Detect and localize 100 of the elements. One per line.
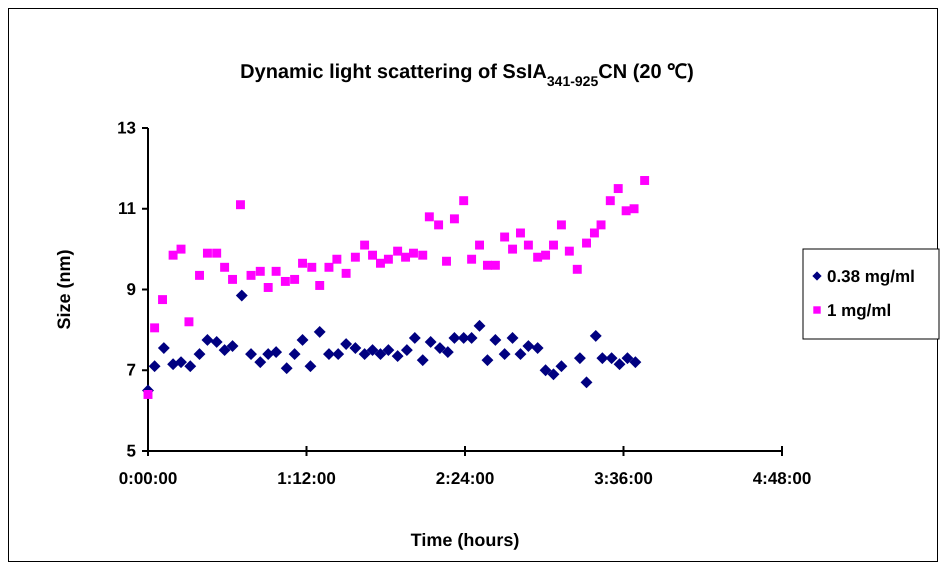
point	[315, 280, 324, 290]
point	[150, 323, 160, 332]
point	[376, 258, 385, 268]
point	[574, 352, 586, 364]
point	[508, 244, 518, 254]
point	[144, 390, 152, 399]
point	[548, 368, 560, 380]
point	[606, 196, 615, 206]
point	[304, 360, 316, 372]
point	[582, 238, 591, 248]
point	[434, 220, 444, 230]
point	[418, 250, 428, 260]
point	[459, 196, 468, 206]
y-tick-label: 7	[126, 360, 136, 380]
point	[342, 268, 351, 278]
point	[532, 342, 544, 354]
point	[489, 334, 502, 346]
point	[324, 262, 334, 272]
point	[280, 362, 293, 374]
point	[158, 342, 170, 354]
point	[296, 334, 308, 346]
point	[580, 376, 592, 388]
point	[382, 344, 394, 356]
point	[236, 200, 245, 210]
point	[236, 290, 248, 302]
point	[202, 248, 212, 258]
legend-label: 1 mg/ml	[827, 301, 892, 320]
point	[434, 342, 446, 354]
point	[323, 348, 335, 360]
point	[332, 254, 342, 264]
point	[596, 220, 606, 230]
point	[184, 317, 194, 326]
point	[264, 283, 273, 292]
point	[474, 320, 486, 332]
point	[514, 348, 526, 360]
point	[360, 240, 370, 250]
point	[555, 360, 568, 372]
point	[540, 364, 552, 376]
point	[332, 348, 344, 360]
x-tick-label: 1:12:00	[277, 468, 336, 488]
point	[522, 340, 534, 352]
point	[549, 240, 558, 250]
point	[384, 254, 393, 264]
point	[442, 256, 451, 266]
point	[450, 214, 459, 224]
point	[288, 348, 301, 360]
point	[246, 270, 256, 280]
point	[596, 352, 608, 364]
chart-title: Dynamic light scattering of SsIA$_{341-925}$CN (20 ℃)	[240, 61, 694, 89]
point	[442, 346, 454, 358]
point	[629, 356, 642, 368]
point	[475, 240, 484, 250]
point	[176, 244, 186, 254]
point	[228, 274, 238, 284]
point	[184, 360, 196, 372]
point	[340, 338, 352, 350]
point	[500, 232, 510, 242]
point	[167, 358, 180, 370]
point	[393, 246, 402, 256]
point	[533, 252, 542, 262]
point	[262, 348, 274, 360]
point	[194, 348, 206, 360]
point	[210, 336, 223, 348]
point	[614, 358, 626, 370]
point	[498, 348, 511, 360]
point	[467, 254, 476, 264]
point	[298, 258, 308, 268]
point	[516, 228, 525, 238]
y-axis-title: Size (nm)	[54, 249, 74, 330]
y-tick-label: 13	[117, 118, 136, 138]
point	[148, 360, 161, 372]
point	[374, 348, 386, 360]
point	[490, 260, 500, 270]
x-tick-label: 2:24:00	[436, 468, 494, 488]
point	[245, 348, 257, 360]
point	[590, 228, 599, 238]
point	[350, 252, 360, 262]
x-tick-label: 4:48:00	[752, 468, 812, 488]
point	[175, 356, 187, 368]
point	[622, 352, 634, 364]
point	[408, 332, 421, 344]
point	[614, 184, 623, 194]
legend-label: 0.38 mg/ml	[827, 267, 915, 286]
point	[606, 352, 618, 364]
point	[640, 176, 650, 185]
x-tick-label: 0:00:00	[118, 468, 178, 488]
point	[572, 264, 582, 274]
point	[392, 350, 404, 362]
point	[401, 252, 410, 262]
y-tick-label: 9	[126, 280, 136, 299]
point	[212, 248, 222, 258]
point	[564, 246, 574, 256]
point	[368, 250, 378, 260]
y-tick-label: 5	[126, 441, 136, 460]
point	[195, 270, 204, 280]
point	[424, 336, 437, 348]
point	[400, 344, 413, 356]
x-axis-title: Time (hours)	[410, 530, 520, 550]
point	[448, 332, 460, 344]
point	[630, 204, 639, 214]
